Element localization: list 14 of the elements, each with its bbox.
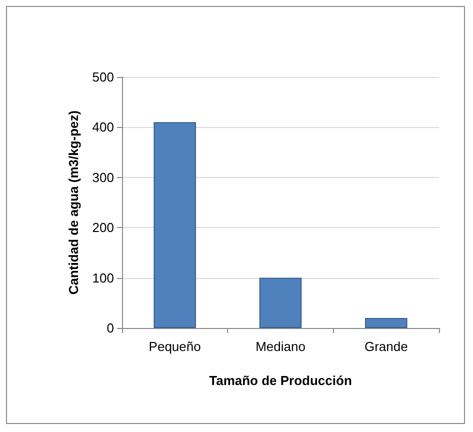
- y-tick-label: 0: [106, 320, 114, 336]
- x-axis-title: Tamaño de Producción: [209, 373, 352, 388]
- x-tick-label: Grande: [364, 339, 408, 354]
- bar: [154, 122, 196, 328]
- x-tick-label: Mediano: [256, 339, 306, 354]
- bar: [365, 318, 408, 328]
- y-tick-label: 400: [92, 120, 114, 135]
- bar: [259, 278, 302, 328]
- y-tick-label: 200: [92, 220, 114, 236]
- y-tick-label: 100: [92, 270, 114, 286]
- y-tick-label: 500: [92, 70, 114, 84]
- x-tick-label: Pequeño: [148, 339, 201, 354]
- y-tick-label: 300: [92, 170, 114, 185]
- y-axis-title: Cantidad de agua (m3/kg-pez): [66, 110, 81, 295]
